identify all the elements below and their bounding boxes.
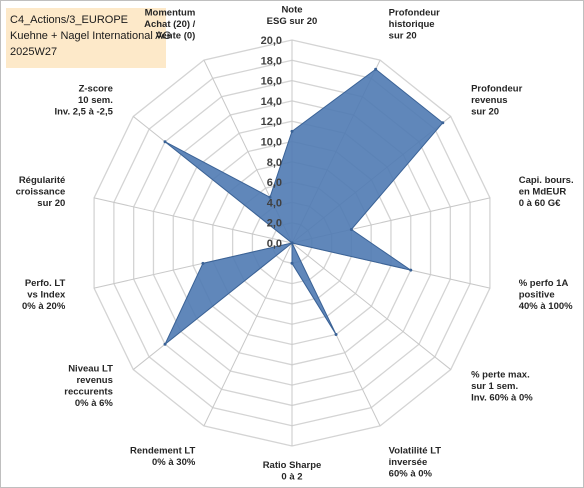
axis-label: Rendement LT 0% à 30% [130,446,196,469]
tick-label: 16,0 [261,76,282,88]
axis-label-line: Momentum [145,7,196,18]
axis-label-line: Profondeur [389,7,440,18]
axis-label: Régularité croissance sur 20 [16,175,66,209]
axis-label-line: % perte max. [471,369,530,380]
series-point [349,227,353,231]
axis-label-line: Achat (20) / [144,19,196,30]
header-line-category: C4_Actions/3_EUROPE [10,14,128,26]
axis-label-line: ESG sur 20 [267,16,318,27]
axis-label-line: revenus [471,95,507,106]
axis-label-line: croissance [16,186,66,197]
axis-spoke [93,197,293,244]
axis-label-line: 10 sem. [78,95,113,106]
tick-label: 2,0 [267,218,282,230]
radar-series [163,67,445,346]
axis-label: Niveau LT revenus reccurents 0% à 6% [64,364,113,410]
tick-label: 14,0 [261,96,282,108]
axis-label-line: 0 à 60 G€ [519,198,561,209]
axis-label: Profondeur historique sur 20 [389,7,440,41]
axis-label: Profondeur revenus sur 20 [471,84,522,118]
series-point [374,67,378,71]
axis-label-line: en MdEUR [519,186,567,197]
tick-label: 18,0 [261,55,282,67]
axis-label-line: 0% à 30% [152,457,196,468]
axis-label-line: 0% à 20% [22,301,66,312]
axis-label-line: Ratio Sharpe [263,460,322,471]
axis-label: Z-score 10 sem. Inv. 2,5 à -2,5 [54,84,113,118]
axis-label-line: Capi. bours. [519,175,574,186]
tick-label: 4,0 [267,197,282,209]
axis-label-line: Volatilité LT [389,446,442,457]
axis-label: % perfo 1A positive 40% à 100% [519,278,573,312]
header-line-week: 2025W27 [10,46,58,58]
axis-label-line: Z-score [79,84,113,95]
series-area [164,68,444,345]
axis-label: Perfo. LT vs Index 0% à 20% [22,278,66,312]
tick-label: 12,0 [261,116,282,128]
series-point [163,342,167,346]
axis-label-line: % perfo 1A [519,278,569,289]
series-point [290,261,294,265]
axis-label: Volatilité LT inversée 60% à 0% [389,446,442,480]
axis-label-line: inversée [389,457,428,468]
axis-label-line: historique [389,19,435,30]
axis-label-line: Inv. 2,5 à -2,5 [54,107,113,118]
tick-label: 6,0 [267,177,282,189]
axis-label-line: sur 1 sem. [471,381,518,392]
axis-label-line: sur 20 [471,107,499,118]
axis-spoke [203,242,293,427]
axis-label-line: revenus [76,375,112,386]
axis-label-line: Vente (0) [156,30,196,41]
axis-label-line: Perfo. LT [25,278,66,289]
axis-label-line: 0% à 6% [75,398,114,409]
axis-label: Momentum Achat (20) / Vente (0) [144,7,196,41]
axis-label-line: Profondeur [471,84,522,95]
axis-label-line: Note [281,5,302,16]
axis-label: Capi. bours. en MdEUR 0 à 60 G€ [519,175,574,209]
axis-spoke [291,242,452,370]
axis-label: Ratio Sharpe 0 à 2 [263,460,322,483]
series-point [441,121,445,125]
tick-label: 0,0 [267,238,282,250]
axis-label: % perte max. sur 1 sem. Inv. 60% à 0% [471,369,533,403]
axis-label-line: Régularité [19,175,65,186]
axis-label-line: Inv. 60% à 0% [471,392,533,403]
axis-label-line: vs Index [27,290,66,301]
axis-label-line: Rendement LT [130,446,195,457]
tick-label: 20,0 [261,35,282,47]
series-point [409,268,413,272]
series-point [201,261,205,265]
tick-label: 8,0 [267,157,282,169]
axis-label-line: sur 20 [37,198,65,209]
radial-tick-labels: 0,0 2,0 4,0 6,0 8,0 10,0 12,0 14,0 16,0 18,0 20,0 [261,35,282,250]
axis-label: Note ESG sur 20 [267,5,318,28]
axis-label-line: 40% à 100% [519,301,573,312]
series-point [290,129,294,133]
header-box: C4_Actions/3_EUROPE Kuehne + Nagel Inter… [6,8,172,68]
header-line-company: Kuehne + Nagel International AG [10,30,172,42]
series-point [268,195,272,199]
series-point [290,241,294,245]
axis-label-line: reccurents [64,387,113,398]
tick-label: 10,0 [261,137,282,149]
axis-label-line: sur 20 [389,30,417,41]
series-point [334,332,338,336]
axis-label-line: 0 à 2 [281,472,302,483]
axis-label-line: positive [519,290,555,301]
series-point [163,140,167,144]
axis-label-line: 60% à 0% [389,469,433,480]
axis-label-line: Niveau LT [68,364,113,375]
